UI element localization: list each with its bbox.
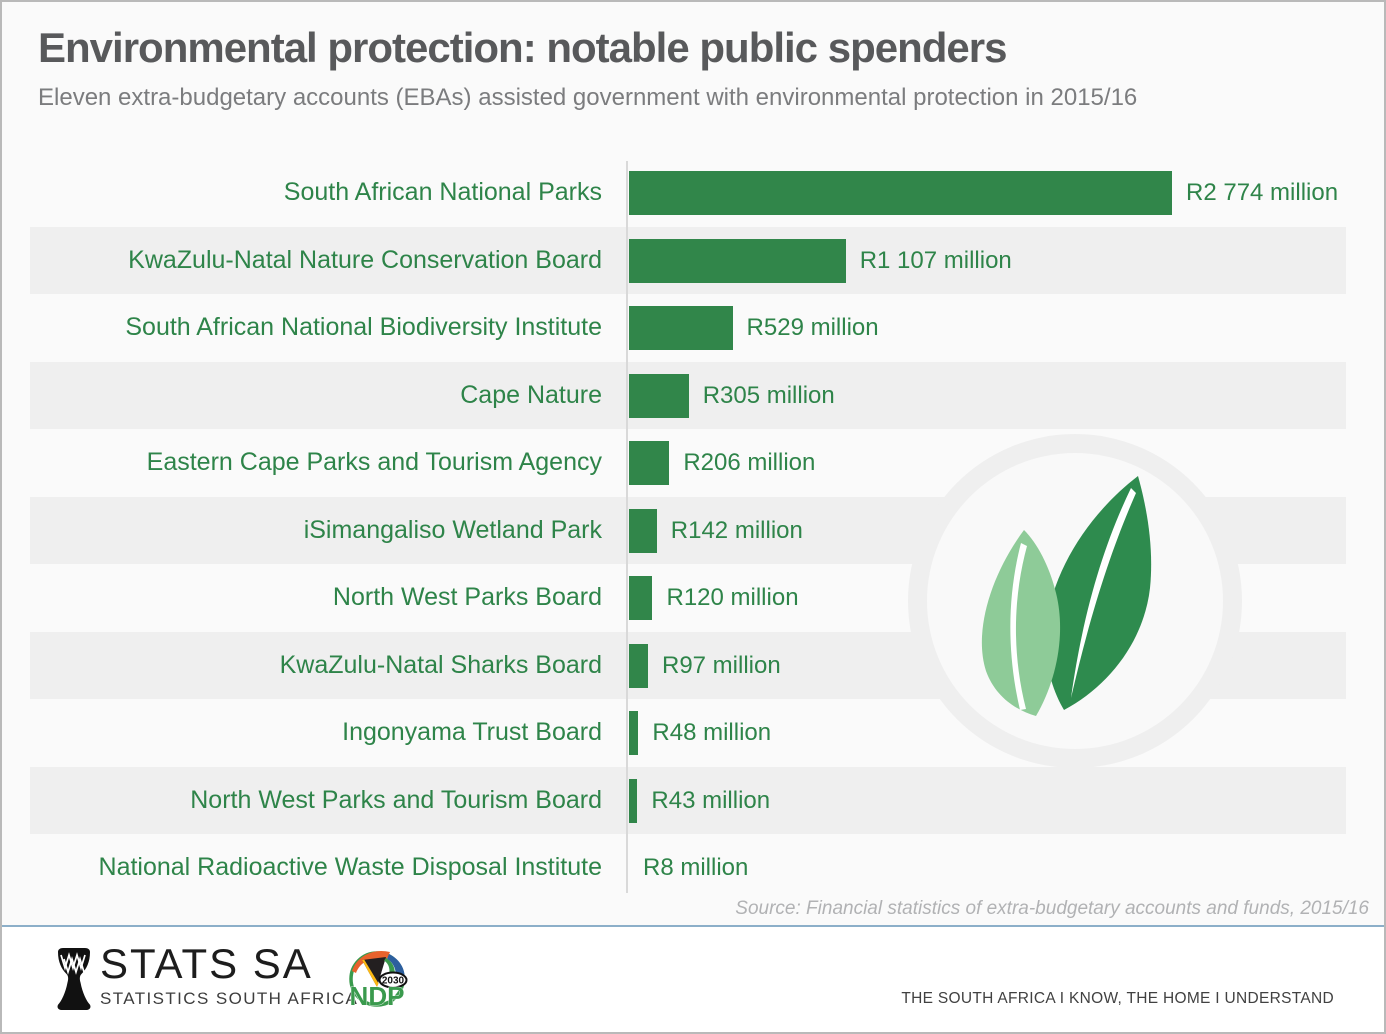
leaves-watermark-icon [905, 430, 1245, 770]
bar [629, 171, 1172, 215]
bar [629, 576, 653, 620]
category-label: iSimangaliso Wetland Park [303, 515, 602, 544]
category-label: Eastern Cape Parks and Tourism Agency [146, 448, 602, 476]
chart-row: South African National Biodiversity Inst… [2, 294, 1384, 362]
chart-row: North West Parks Board R120 million [2, 564, 1384, 632]
statssa-wordmark: STATS SA STATISTICS SOUTH AFRICA [100, 943, 358, 1009]
category-label: National Radioactive Waste Disposal Inst… [98, 853, 602, 881]
value-label: R2 774 million [1186, 179, 1339, 206]
bar [629, 441, 670, 485]
category-label: KwaZulu-Natal Nature Conservation Board [128, 245, 602, 274]
axis-line [626, 161, 628, 893]
value-label: R8 million [643, 854, 749, 881]
ndp-2030-logo-icon: 2030 NDP [346, 947, 414, 1014]
chart-row: Eastern Cape Parks and Tourism Agency R2… [2, 429, 1384, 497]
category-label: Ingonyama Trust Board [342, 718, 602, 746]
category-label: Cape Nature [460, 380, 602, 409]
bar [629, 778, 638, 823]
value-label: R1 107 million [859, 246, 1012, 274]
bar [629, 711, 639, 755]
footer-divider [2, 925, 1384, 927]
footer-tagline: THE SOUTH AFRICA I KNOW, THE HOME I UNDE… [901, 990, 1334, 1007]
ndp-label: NDP [350, 981, 405, 1009]
statssa-subname: STATISTICS SOUTH AFRICA [100, 989, 359, 1008]
bar [629, 373, 689, 418]
value-label: R305 million [702, 381, 835, 409]
category-label: South African National Parks [283, 178, 602, 206]
page-subtitle: Eleven extra-budgetary accounts (EBAs) a… [38, 84, 1138, 111]
chart-row: North West Parks and Tourism Board R43 m… [2, 766, 1384, 834]
bar [629, 643, 648, 688]
category-label: KwaZulu-Natal Sharks Board [279, 650, 602, 679]
value-label: R43 million [651, 786, 771, 814]
bar-chart: South African National Parks R2 774 mill… [2, 159, 1384, 903]
value-label: R97 million [661, 651, 781, 679]
chart-row: South African National Parks R2 774 mill… [2, 159, 1384, 227]
value-label: R48 million [652, 719, 772, 746]
chart-row: Ingonyama Trust Board R48 million [2, 699, 1384, 767]
value-label: R120 million [666, 584, 799, 611]
footer: STATS SA STATISTICS SOUTH AFRICA 2030 ND… [2, 927, 1384, 1032]
value-label: R529 million [746, 314, 879, 341]
bar [629, 306, 733, 350]
bar [629, 238, 846, 283]
statssa-drum-icon [54, 948, 94, 1015]
chart-row: Cape Nature R305 million [2, 361, 1384, 429]
source-note: Source: Financial statistics of extra-bu… [735, 898, 1369, 919]
chart-row: KwaZulu-Natal Nature Conservation Board … [2, 226, 1384, 294]
category-label: North West Parks and Tourism Board [190, 785, 602, 814]
ndp-year: 2030 [382, 976, 405, 987]
bar [629, 508, 657, 553]
category-label: South African National Biodiversity Inst… [125, 313, 602, 341]
value-label: R142 million [670, 516, 803, 544]
value-label: R206 million [683, 449, 816, 476]
chart-row: National Radioactive Waste Disposal Inst… [2, 834, 1384, 902]
statssa-name: STATS SA [100, 940, 313, 987]
category-label: North West Parks Board [332, 583, 602, 611]
chart-rows: South African National Parks R2 774 mill… [2, 159, 1384, 902]
page-title: Environmental protection: notable public… [38, 24, 1007, 71]
